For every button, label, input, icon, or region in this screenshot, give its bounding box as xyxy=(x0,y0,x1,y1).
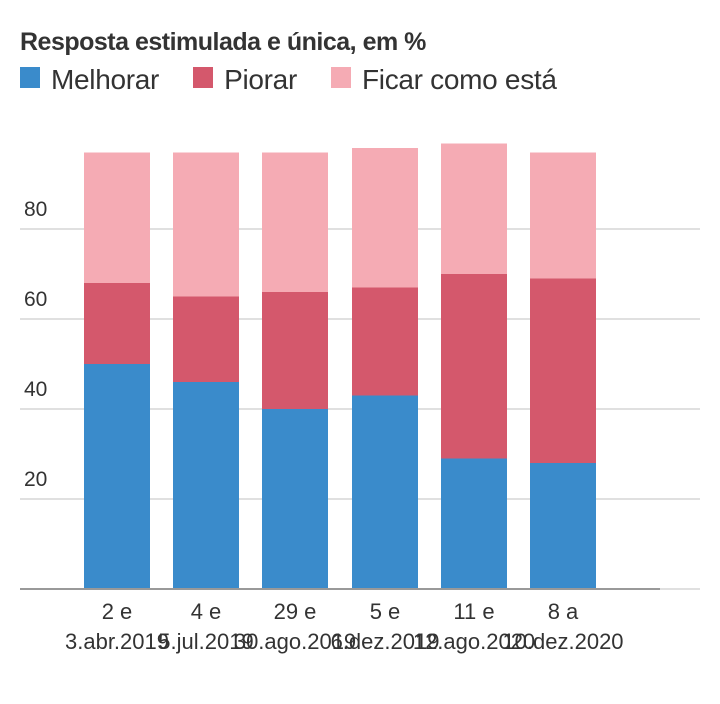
x-tick-label: 29 e xyxy=(274,599,317,624)
bar-stack xyxy=(262,152,328,589)
bar-segment-melhorar xyxy=(441,458,507,589)
bar-segment-melhorar xyxy=(84,364,150,589)
bars xyxy=(84,143,596,589)
x-tick-label: 2 e xyxy=(102,599,133,624)
y-tick-label: 40 xyxy=(24,378,47,401)
legend-swatch-piorar xyxy=(193,66,214,88)
bar-segment-piorar xyxy=(262,292,328,409)
bar-segment-piorar xyxy=(530,278,596,463)
bar-segment-piorar xyxy=(352,287,418,396)
bar-segment-melhorar xyxy=(262,409,328,589)
bar-segment-ficar-como-está xyxy=(530,152,596,279)
y-tick-label: 60 xyxy=(24,288,47,311)
legend-label-piorar: Piorar xyxy=(224,64,297,95)
y-axis-ticks: 20 40 60 80 xyxy=(24,198,47,491)
bar-segment-melhorar xyxy=(530,463,596,589)
bar-segment-ficar-como-está xyxy=(441,143,507,274)
legend-swatch-ficar xyxy=(330,66,351,88)
bar-stack xyxy=(441,143,507,589)
x-tick-label: 30.ago.2019 xyxy=(234,629,356,654)
legend-label-melhorar: Melhorar xyxy=(51,64,160,95)
legend-item-melhorar: Melhorar xyxy=(20,64,159,96)
x-tick-label: 5 e xyxy=(370,599,401,624)
bar-segment-ficar-como-está xyxy=(262,152,328,292)
x-tick-label: 6.dez.2019 xyxy=(331,629,440,654)
x-tick-label: 4 e xyxy=(191,599,222,624)
bar-segment-piorar xyxy=(84,283,150,364)
bar-stack xyxy=(530,152,596,589)
bar-segment-ficar-como-está xyxy=(173,152,239,297)
legend: Melhorar Piorar Ficar como está xyxy=(20,64,591,96)
x-tick-label: 11 e xyxy=(453,599,494,624)
legend-item-ficar: Ficar como está xyxy=(330,64,557,96)
legend-swatch-melhorar xyxy=(20,66,40,88)
x-tick-label: 10.dez.2020 xyxy=(502,629,623,654)
bar-stack xyxy=(173,152,239,589)
y-tick-label: 20 xyxy=(24,468,47,491)
bar-segment-ficar-como-está xyxy=(352,148,418,288)
bar-segment-melhorar xyxy=(352,395,418,589)
legend-item-piorar: Piorar xyxy=(193,64,297,96)
y-tick-label: 80 xyxy=(24,198,47,221)
bar-segment-ficar-como-está xyxy=(84,152,150,283)
chart-title: Resposta estimulada e única, em % xyxy=(20,28,426,56)
x-tick-label: 8 a xyxy=(548,599,579,624)
bar-segment-melhorar xyxy=(173,382,239,589)
x-tick-label: 5.jul.2019 xyxy=(158,629,253,654)
legend-label-ficar: Ficar como está xyxy=(361,64,557,95)
bar-segment-piorar xyxy=(441,274,507,459)
bar-stack xyxy=(84,152,150,589)
bar-stack xyxy=(352,148,418,589)
bar-segment-piorar xyxy=(173,296,239,382)
x-tick-label: 12.ago.2020 xyxy=(413,629,535,654)
x-axis-ticks: 2 e 3.abr.2019 4 e 5.jul.2019 29 e 30.ago.201… xyxy=(65,599,624,654)
x-tick-label: 3.abr.2019 xyxy=(65,629,169,654)
